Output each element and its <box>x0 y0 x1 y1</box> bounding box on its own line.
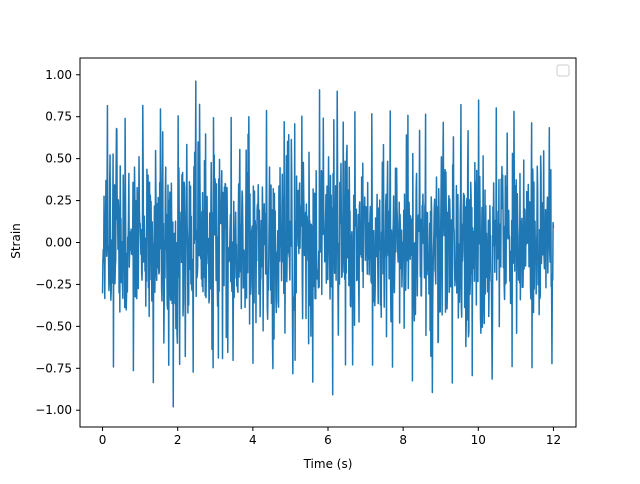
x-tick-label-10: 10 <box>471 433 486 447</box>
x-tick-label-6: 6 <box>324 433 332 447</box>
x-tick-label-8: 8 <box>399 433 407 447</box>
x-tick-label-4: 4 <box>249 433 257 447</box>
y-tick-label-4: 0.00 <box>45 236 72 250</box>
x-tick-label-0: 0 <box>99 433 107 447</box>
axes-layer: 0 2 4 6 8 10 12 −1.00 −0.75 −0.50 −0.25 0.00 0.25 0.5… <box>35 57 577 447</box>
y-tick-label-2: −0.50 <box>35 319 72 333</box>
series-line-strain <box>101 80 555 408</box>
y-axis-label: Strain <box>9 223 23 259</box>
x-tick-label-2: 2 <box>174 433 182 447</box>
y-tick-label-7: 0.75 <box>45 110 72 124</box>
y-tick-label-8: 1.00 <box>45 68 72 82</box>
legend-box <box>556 64 570 77</box>
y-tick-label-6: 0.50 <box>45 152 72 166</box>
y-tick-label-5: 0.25 <box>45 194 72 208</box>
y-tick-label-1: −0.75 <box>35 361 72 375</box>
plot-layer <box>101 80 555 408</box>
y-tick-label-0: −1.00 <box>35 403 72 417</box>
x-tick-label-12: 12 <box>546 433 561 447</box>
x-axis-label: Time (s) <box>303 457 353 471</box>
y-tick-label-3: −0.25 <box>35 277 72 291</box>
